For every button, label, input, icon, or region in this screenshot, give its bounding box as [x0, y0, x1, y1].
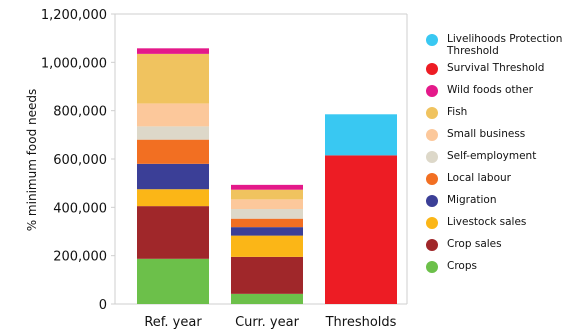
- legend-label: Local labour: [447, 172, 511, 184]
- y-tick-label: 1,200,000: [41, 8, 107, 23]
- legend-swatch: [426, 217, 438, 229]
- bar-segment-migration-2: [231, 227, 303, 236]
- bar-segment-small-business-2: [231, 199, 303, 210]
- y-tick-label: 600,000: [53, 153, 107, 168]
- legend-item: Local labour: [426, 172, 511, 185]
- bar-segment-crops-1: [137, 258, 209, 304]
- legend-swatch: [426, 85, 438, 97]
- y-axis-label: % minimum food needs: [25, 89, 39, 232]
- bar-segment-wild-foods-other-1: [137, 48, 209, 54]
- legend-item: Livelihoods Protection Threshold: [426, 33, 576, 57]
- bar-segment-self-employment-2: [231, 209, 303, 219]
- legend-item: Crops: [426, 260, 477, 273]
- legend-item: Fish: [426, 106, 467, 119]
- labels: 0 200,000 400,000 600,000 800,000 1,000,000 1,…: [41, 8, 397, 330]
- legend-label: Small business: [447, 128, 526, 140]
- bar-segment-survival-threshold-3: [325, 155, 397, 304]
- legend-swatch: [426, 107, 438, 119]
- bar-segment-crops-2: [231, 293, 303, 304]
- legend-swatch: [426, 34, 438, 46]
- bar-segment-self-employment-1: [137, 126, 209, 140]
- y-tick-label: 200,000: [53, 250, 107, 265]
- legend-item: Livestock sales: [426, 216, 526, 229]
- legend-label: Fish: [447, 106, 468, 118]
- legend-item: Migration: [426, 194, 497, 207]
- legend-swatch: [426, 195, 438, 207]
- bar-segment-crop-sales-1: [137, 206, 209, 259]
- bar-segment-local-labour-2: [231, 218, 303, 228]
- legend-label: Survival Threshold: [447, 62, 545, 74]
- legend-swatch: [426, 261, 438, 273]
- bar-segment-local-labour-1: [137, 139, 209, 164]
- x-tick-label: Ref. year: [144, 315, 202, 330]
- legend-swatch: [426, 239, 438, 251]
- bar-segment-livestock-sales-1: [137, 189, 209, 207]
- bar-segment-fish-2: [231, 189, 303, 200]
- bar-segment-fish-1: [137, 53, 209, 104]
- bar-segment-livestock-sales-2: [231, 235, 303, 257]
- legend-label: Crop sales: [447, 238, 502, 250]
- legend-item: Crop sales: [426, 238, 502, 251]
- legend-label: Self-employment: [447, 150, 537, 162]
- legend-swatch: [426, 173, 438, 185]
- x-tick-label: Curr. year: [235, 315, 300, 330]
- legend-label: Livestock sales: [447, 216, 527, 228]
- legend-label: Wild foods other: [447, 84, 533, 96]
- x-tick-label: Thresholds: [325, 315, 397, 330]
- y-tick-label: 0: [99, 298, 107, 313]
- legend-swatch: [426, 63, 438, 75]
- legend-label: Crops: [447, 260, 477, 272]
- legend-item: Wild foods other: [426, 84, 533, 97]
- y-tick-label: 400,000: [53, 201, 107, 216]
- y-tick-label: 1,000,000: [41, 56, 107, 71]
- legend-item: Survival Threshold: [426, 62, 544, 75]
- y-tick-label: 800,000: [53, 105, 107, 120]
- bar-segment-crop-sales-2: [231, 256, 303, 294]
- legend-label: Migration: [447, 194, 497, 206]
- bars: [137, 48, 397, 304]
- bar-segment-migration-1: [137, 163, 209, 190]
- bar-segment-wild-foods-other-2: [231, 184, 303, 190]
- legend-swatch: [426, 151, 438, 163]
- legend-item: Small business: [426, 128, 525, 141]
- legend-swatch: [426, 129, 438, 141]
- bar-segment-livelihoods-protection-threshold-3: [325, 114, 397, 156]
- legend-item: Self-employment: [426, 150, 536, 163]
- legend-label: Livelihoods Protection Threshold: [447, 33, 563, 57]
- bar-segment-small-business-1: [137, 103, 209, 127]
